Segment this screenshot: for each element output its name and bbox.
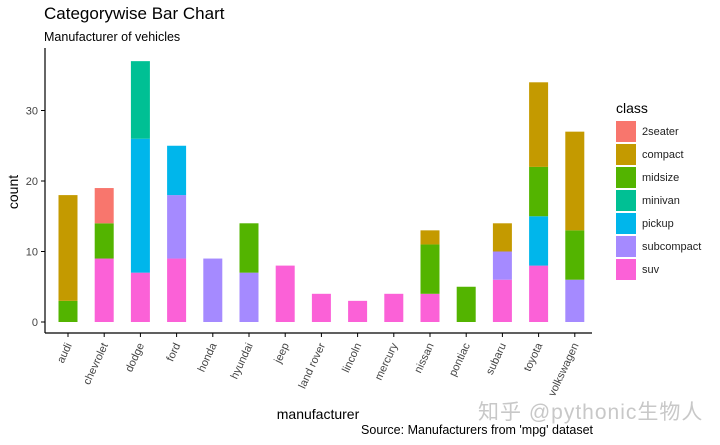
bar-segment-land-rover-suv bbox=[311, 293, 331, 322]
legend-swatch bbox=[616, 167, 636, 188]
legend-label: 2seater bbox=[642, 125, 679, 138]
bar-segment-audi-compact bbox=[58, 195, 78, 301]
bar-segment-subaru-compact bbox=[492, 223, 512, 252]
watermark: 知乎 @pythonic生物人 bbox=[478, 401, 704, 424]
bar-segment-dodge-pickup bbox=[130, 138, 150, 273]
x-tick-label: ford bbox=[164, 341, 183, 363]
bar-segment-nissan-compact bbox=[420, 230, 440, 245]
bar-segment-ford-subcompact bbox=[167, 195, 187, 259]
chart-subtitle: Manufacturer of vehicles bbox=[44, 30, 181, 44]
bar-segment-ford-pickup bbox=[167, 145, 187, 196]
x-tick-label: pontiac bbox=[447, 341, 473, 379]
legend-title: class bbox=[616, 100, 648, 116]
legend: class 2seater compact midsize minivan pickup… bbox=[616, 100, 701, 281]
bar-segment-hyundai-midsize bbox=[239, 223, 259, 273]
x-tick-label: honda bbox=[196, 340, 220, 374]
y-tick-label: 30 bbox=[26, 106, 38, 118]
bar-segment-toyota-compact bbox=[529, 82, 549, 167]
bar-segment-subaru-suv bbox=[492, 279, 512, 322]
legend-item-midsize: midsize bbox=[616, 166, 701, 189]
legend-label: midsize bbox=[642, 171, 680, 184]
bar-segment-toyota-midsize bbox=[529, 166, 549, 217]
bar-segment-toyota-pickup bbox=[529, 216, 549, 266]
x-tick-label: hyundai bbox=[229, 341, 256, 381]
bar-segment-volkswagen-compact bbox=[565, 131, 585, 231]
legend-swatch bbox=[616, 190, 636, 211]
legend-swatch bbox=[616, 144, 636, 165]
legend-item-2seater: 2seater bbox=[616, 120, 701, 143]
bars-group bbox=[58, 61, 585, 322]
bar-segment-dodge-suv bbox=[130, 272, 150, 322]
legend-swatch bbox=[616, 236, 636, 257]
x-tick-label: subaru bbox=[484, 341, 509, 377]
bar-segment-jeep-suv bbox=[275, 265, 295, 322]
x-tick-label: nissan bbox=[412, 341, 436, 375]
x-tick-label: land rover bbox=[297, 341, 329, 391]
bar-segment-chevrolet-midsize bbox=[94, 223, 114, 259]
legend-label: subcompact bbox=[642, 240, 702, 253]
legend-label: pickup bbox=[642, 217, 674, 230]
legend-swatch bbox=[616, 121, 636, 142]
legend-swatch bbox=[616, 213, 636, 234]
bar-segment-chevrolet-suv bbox=[94, 258, 114, 322]
legend-swatch bbox=[616, 259, 636, 280]
x-tick-label: lincoln bbox=[340, 341, 364, 374]
bar-segment-toyota-suv bbox=[529, 265, 549, 322]
bar-segment-volkswagen-midsize bbox=[565, 230, 585, 280]
y-tick-label: 0 bbox=[32, 317, 38, 329]
x-tick-label: toyota bbox=[522, 340, 546, 373]
legend-item-pickup: pickup bbox=[616, 212, 701, 235]
bar-segment-subaru-subcompact bbox=[492, 251, 512, 280]
chart-caption: Source: Manufacturers from 'mpg' dataset bbox=[361, 423, 593, 437]
bar-segment-ford-suv bbox=[167, 258, 187, 322]
bar-segment-audi-midsize bbox=[58, 300, 78, 322]
bar-segment-nissan-midsize bbox=[420, 244, 440, 294]
chart-title: Categorywise Bar Chart bbox=[44, 4, 225, 23]
legend-label: minivan bbox=[642, 194, 680, 207]
bar-segment-pontiac-midsize bbox=[456, 286, 476, 322]
legend-item-subcompact: subcompact bbox=[616, 235, 701, 258]
bar-segment-mercury-suv bbox=[384, 293, 404, 322]
bar-segment-honda-subcompact bbox=[203, 258, 223, 322]
x-tick-label: mercury bbox=[373, 341, 401, 383]
legend-label: suv bbox=[642, 263, 660, 276]
bar-segment-hyundai-subcompact bbox=[239, 272, 259, 322]
x-tick-label: dodge bbox=[123, 341, 147, 374]
x-tick-label: volkswagen bbox=[546, 341, 581, 398]
y-axis-title: count bbox=[5, 175, 21, 209]
legend-item-minivan: minivan bbox=[616, 189, 701, 212]
x-tick-label: audi bbox=[55, 341, 75, 365]
x-axis-title: manufacturer bbox=[277, 406, 360, 422]
bar-segment-chevrolet-2seater bbox=[94, 188, 114, 224]
bar-segment-volkswagen-subcompact bbox=[565, 279, 585, 322]
y-tick-label: 10 bbox=[26, 247, 38, 259]
bar-segment-lincoln-suv bbox=[348, 300, 368, 322]
x-tick-label: jeep bbox=[272, 341, 292, 366]
legend-item-compact: compact bbox=[616, 143, 701, 166]
bar-segment-dodge-minivan bbox=[130, 61, 150, 139]
bar-segment-nissan-suv bbox=[420, 293, 440, 322]
legend-label: compact bbox=[642, 148, 684, 161]
legend-item-suv: suv bbox=[616, 258, 701, 281]
x-tick-label: chevrolet bbox=[81, 341, 111, 387]
y-tick-label: 20 bbox=[26, 176, 38, 188]
